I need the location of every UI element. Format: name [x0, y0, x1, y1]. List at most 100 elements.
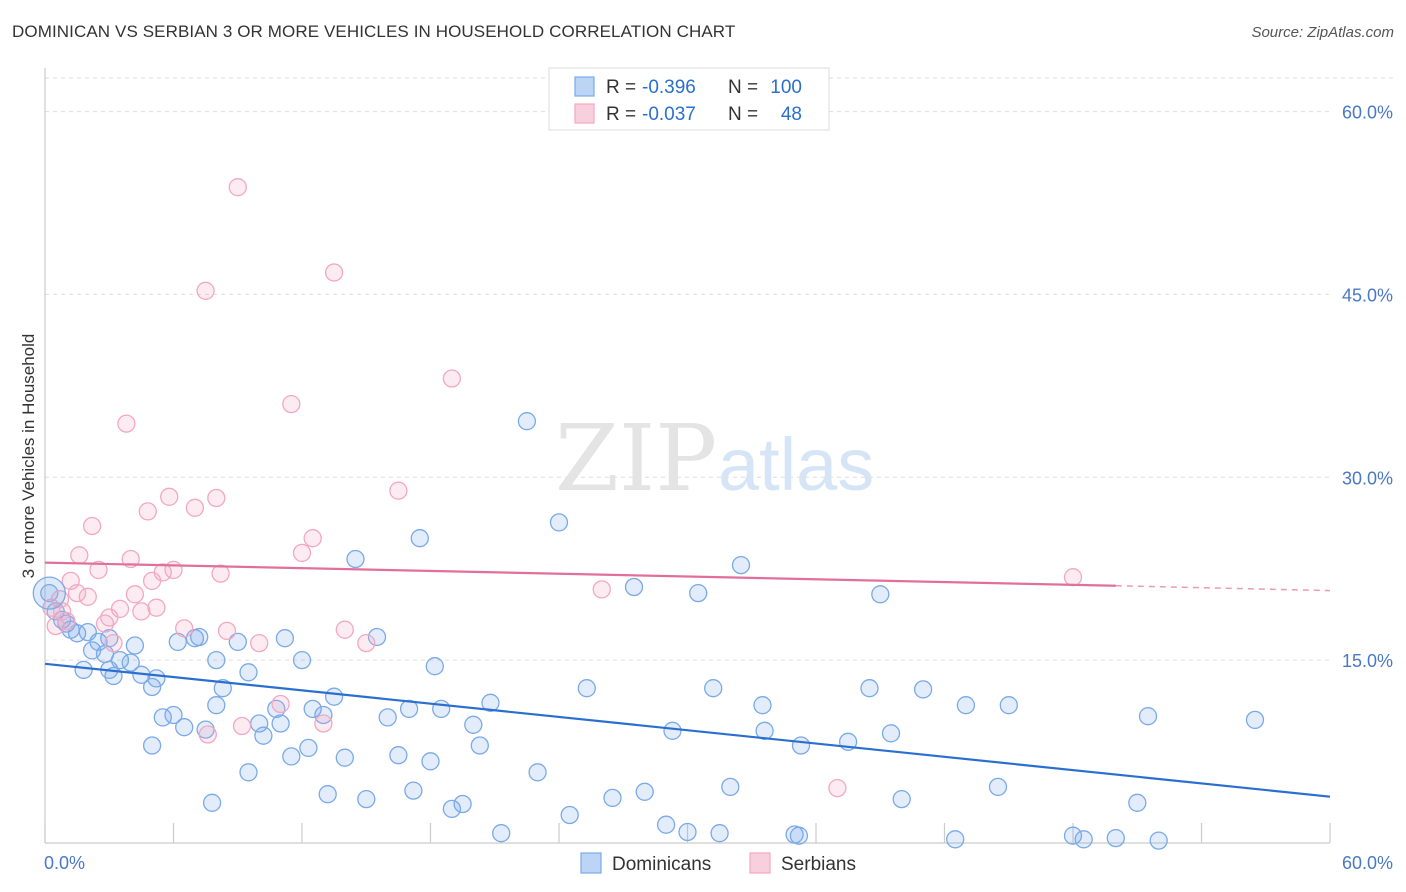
dominicans-point-51 — [442, 799, 462, 819]
watermark: ZIP atlas — [555, 405, 874, 512]
serbians-point-45 — [592, 580, 611, 599]
serbians-trend-line — [44, 561, 1116, 587]
serbians-point-38 — [303, 529, 322, 548]
serbians-point-8 — [78, 587, 97, 606]
dominicans-point-92 — [1138, 707, 1158, 726]
dominicans-point-40 — [346, 549, 365, 569]
dominicans-point-64 — [635, 782, 654, 801]
legend-label-dominicans: Dominicans — [612, 854, 711, 875]
dominicans-point-27 — [239, 663, 258, 682]
dominicans-trend-line — [44, 662, 1331, 798]
dominicans-point-93 — [1149, 831, 1168, 850]
dominicans-point-61 — [577, 679, 596, 698]
dominicans-point-72 — [731, 555, 751, 575]
grid-lines — [45, 77, 1395, 661]
dominicans-point-20 — [125, 636, 145, 655]
serbians-point-39 — [314, 714, 333, 733]
serbians-point-47 — [1063, 568, 1083, 587]
serbians-point-25 — [175, 619, 194, 638]
legend-label-serbians: Serbians — [781, 854, 856, 875]
dominicans-point-46 — [404, 781, 423, 800]
dominicans-point-58 — [528, 763, 547, 782]
dominicans-point-39 — [335, 748, 354, 767]
serbians-point-7 — [70, 546, 89, 565]
dominicans-point-80 — [871, 585, 890, 604]
stats-legend-n-label-1: N = — [728, 77, 758, 98]
serbians-point-22 — [153, 563, 172, 582]
dominicans-point-97 — [207, 650, 226, 670]
watermark-zip: ZIP — [555, 405, 717, 512]
dominicans-point-85 — [956, 696, 976, 715]
dominicans-point-98 — [318, 785, 337, 804]
serbians-point-42 — [357, 633, 376, 653]
x-tick-labels: 0.0% 60.0% — [44, 853, 1393, 873]
serbians-point-26 — [185, 498, 205, 517]
dominicans-point-0 — [40, 583, 59, 603]
serbians-point-40 — [324, 263, 344, 282]
x-tick-label-min: 0.0% — [44, 853, 85, 873]
dominicans-point-52 — [453, 794, 472, 814]
serbians-point-35 — [271, 694, 290, 714]
serbians-point-9 — [82, 516, 102, 536]
serbians-point-36 — [282, 394, 301, 414]
y-tick-label-15: 15.0% — [1342, 651, 1393, 671]
dominicans-point-91 — [1128, 793, 1147, 812]
dominicans-point-59 — [549, 513, 569, 532]
dominicans-point-71 — [721, 777, 740, 797]
dominicans-point-67 — [678, 822, 697, 842]
serbians-point-6 — [67, 583, 87, 603]
serbians-point-37 — [292, 543, 312, 563]
axes — [44, 68, 1331, 844]
dominicans-point-90 — [1106, 828, 1125, 848]
dominicans-point-99 — [239, 763, 258, 782]
serbians-point-44 — [442, 369, 462, 388]
series-legend: Dominicans Serbians — [580, 852, 856, 875]
dominicans-point-62 — [603, 788, 622, 808]
serbians-point-16 — [121, 549, 140, 569]
dominicans-point-95 — [202, 793, 222, 812]
serbians-point-41 — [335, 620, 354, 639]
serbians-point-31 — [217, 621, 237, 641]
dominicans-point-82 — [892, 789, 911, 809]
serbians-point-28 — [198, 725, 217, 744]
stats-legend-n-value-1: 100 — [770, 77, 802, 98]
dominicans-point-96 — [142, 736, 162, 755]
trend-lines — [44, 561, 1331, 798]
serbians-point-24 — [164, 560, 183, 580]
stats-legend-n-value-2: 48 — [781, 104, 802, 125]
dominicans-point-63 — [624, 577, 644, 597]
dominicans-point-69 — [704, 679, 723, 698]
serbians-point-46 — [828, 778, 847, 798]
dominicans-point-102 — [82, 641, 102, 660]
dominicans-point-29 — [254, 726, 273, 745]
dominicans-point-87 — [999, 696, 1018, 715]
dominicans-point-17 — [153, 708, 172, 727]
dominicans-point-41 — [357, 789, 376, 809]
stats-legend-r-label-2: R = — [606, 104, 636, 125]
dominicans-point-43 — [378, 708, 397, 727]
serbians-point-17 — [125, 585, 145, 604]
serbians-point-23 — [160, 487, 179, 506]
dominicans-point-70 — [710, 824, 729, 843]
dominicans-point-34 — [292, 650, 312, 670]
dominicans-point-26 — [228, 632, 247, 652]
dominicans-point-38 — [324, 687, 344, 706]
y-tick-labels: 15.0% 30.0% 45.0% 60.0% — [1342, 103, 1393, 672]
dominicans-point-65 — [656, 815, 676, 834]
dominicans-point-44 — [389, 746, 408, 765]
dominicans-point-16 — [147, 669, 166, 688]
stats-legend-r-value-2: -0.037 — [642, 104, 696, 125]
serbians-point-18 — [132, 602, 151, 621]
serbians-point-10 — [89, 560, 108, 580]
dominicans-point-22 — [175, 718, 194, 737]
dominicans-point-49 — [425, 657, 444, 676]
dominicans-point-31 — [271, 714, 290, 733]
serbians-point-29 — [207, 488, 226, 508]
dominicans-point-15 — [142, 677, 162, 697]
dominicans-point-36 — [303, 699, 322, 719]
dominicans-point-13 — [121, 653, 140, 672]
dominicans-point-cluster — [32, 576, 66, 610]
stats-legend-r-value-1: -0.396 — [642, 77, 696, 98]
serbians-point-27 — [196, 281, 215, 300]
